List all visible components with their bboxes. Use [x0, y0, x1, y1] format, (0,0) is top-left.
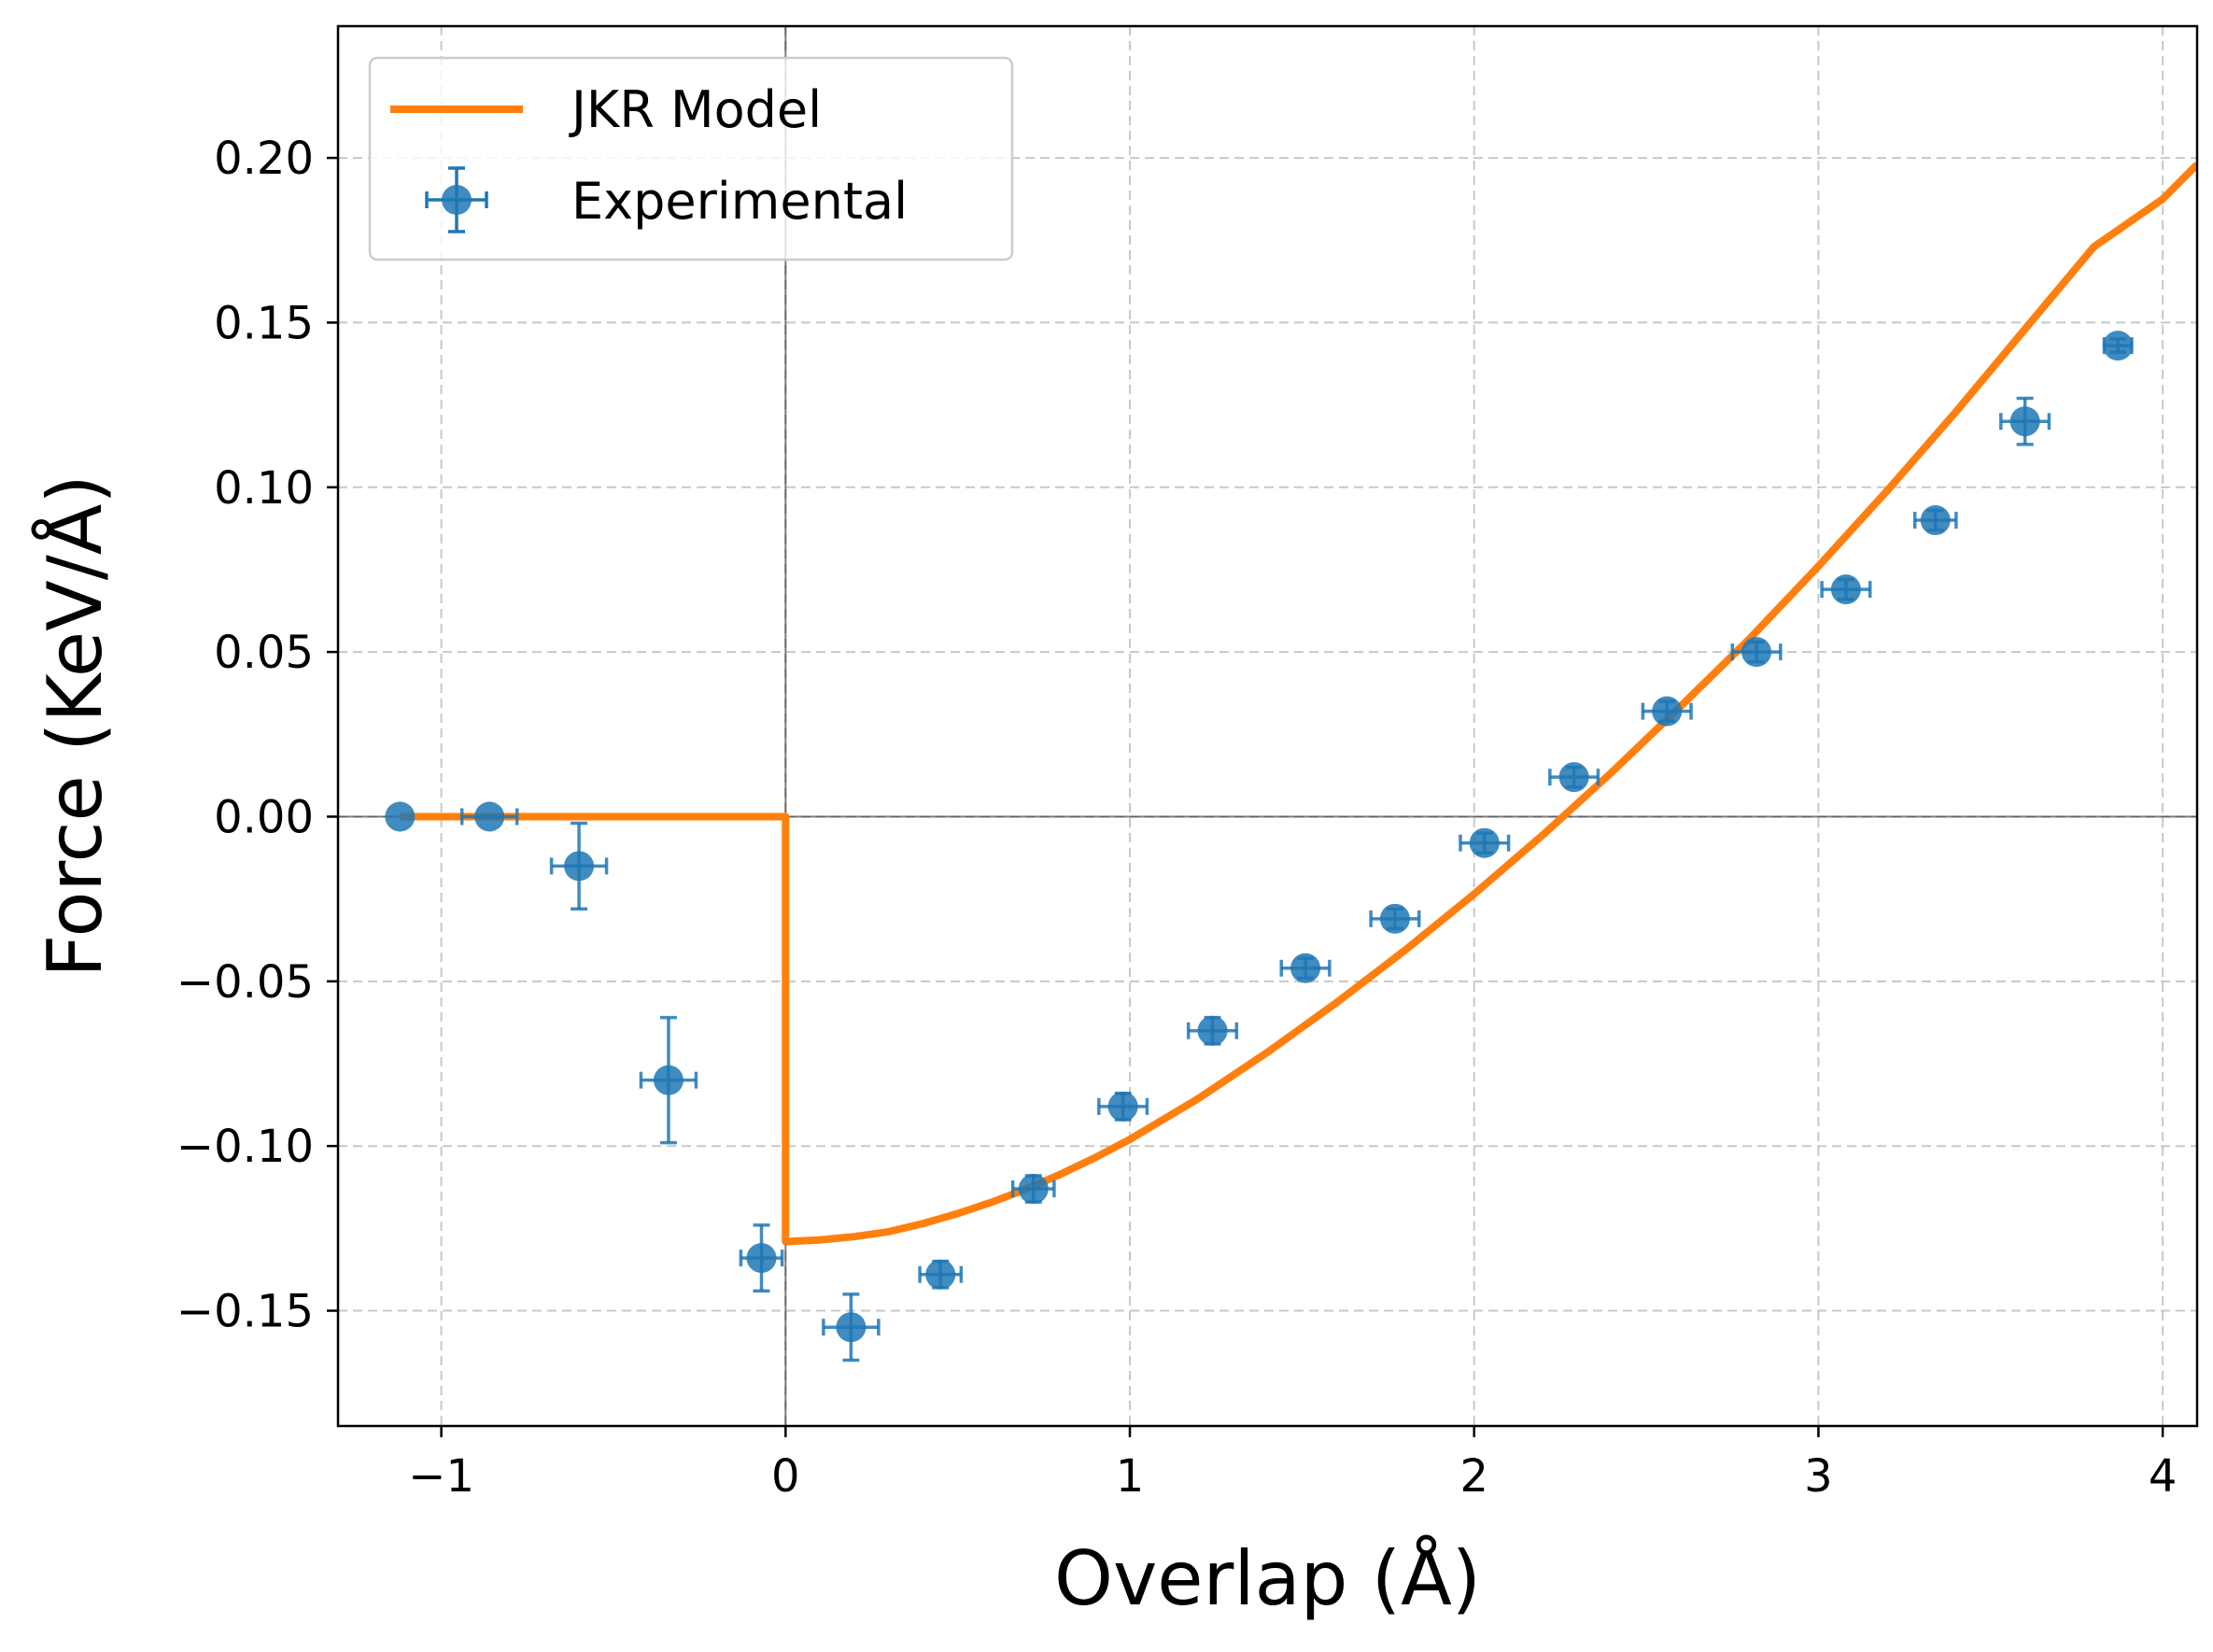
experimental-point [1186, 1015, 1239, 1046]
x-tick-label: −1 [408, 1450, 474, 1503]
x-axis: −1 0 1 2 3 4 [408, 1426, 2177, 1503]
experimental-point [1010, 1174, 1056, 1205]
legend-box [368, 56, 1014, 261]
jkr-model-series [400, 162, 2197, 1246]
legend: JKR Model Experimental [368, 56, 1014, 261]
experimental-series [385, 331, 2134, 1363]
data-point-marker [1741, 637, 1772, 668]
data-point-marker [1290, 953, 1321, 983]
y-tick-label: 0.00 [214, 791, 314, 843]
data-point-marker [836, 1312, 867, 1343]
y-tick-label: −0.10 [176, 1121, 314, 1173]
data-point-marker [564, 851, 595, 882]
x-tick-label: 0 [771, 1450, 800, 1503]
legend-point-marker [442, 185, 472, 215]
experimental-point [1369, 903, 1421, 934]
data-point-marker [1379, 903, 1410, 934]
experimental-point [385, 801, 416, 832]
y-axis-title: Force (KeV/Å) [31, 474, 119, 977]
experimental-point [2102, 331, 2134, 361]
experimental-point [459, 801, 519, 832]
data-point-marker [746, 1243, 777, 1274]
experimental-point [1548, 762, 1600, 793]
legend-swatch-experimental [425, 166, 488, 233]
plot-frame [336, 24, 2199, 1428]
data-point-marker [474, 801, 505, 832]
data-point-marker [2009, 406, 2040, 437]
experimental-point [1641, 696, 1693, 727]
y-tick-label: 0.20 [214, 133, 314, 185]
x-tick-label: 1 [1116, 1450, 1145, 1503]
y-axis: 0.20 0.15 0.10 0.05 0.00 −0.05 −0.10 −0.15 [176, 133, 338, 1338]
experimental-point [822, 1292, 881, 1363]
data-point-marker [1197, 1015, 1228, 1046]
data-point-marker [1652, 696, 1683, 727]
experimental-point [1820, 574, 1872, 605]
data-point-marker [1830, 574, 1861, 605]
data-point-marker [1920, 505, 1951, 536]
data-point-marker [925, 1259, 956, 1290]
experimental-point [1459, 827, 1511, 858]
y-tick-label: 0.15 [214, 297, 314, 349]
x-tick-label: 4 [2149, 1450, 2178, 1503]
x-tick-label: 2 [1459, 1450, 1488, 1503]
legend-label-experimental: Experimental [571, 172, 908, 231]
data-point-marker [1107, 1091, 1138, 1122]
experimental-point [1279, 953, 1332, 983]
y-tick-label: 0.05 [214, 627, 314, 679]
experimental-point [1912, 505, 1958, 536]
y-tick-label: −0.15 [176, 1286, 314, 1338]
jkr-model-line [400, 162, 2197, 1246]
x-axis-title: Overlap (Å) [1054, 1534, 1481, 1622]
experimental-point [1999, 396, 2051, 446]
data-point-marker [385, 801, 416, 832]
data-point-marker [653, 1065, 684, 1095]
experimental-point [1097, 1091, 1149, 1122]
experimental-point [639, 1015, 698, 1145]
data-point-marker [1018, 1174, 1049, 1205]
experimental-point [549, 821, 609, 911]
experimental-point [918, 1259, 964, 1290]
data-point-marker [2103, 331, 2134, 361]
data-point-marker [1469, 827, 1500, 858]
y-tick-label: 0.10 [214, 462, 314, 515]
y-tick-label: −0.05 [176, 956, 314, 1009]
experimental-point [1730, 637, 1783, 668]
legend-label-jkr-model: JKR Model [569, 80, 822, 139]
experimental-point [739, 1223, 784, 1293]
x-tick-label: 3 [1804, 1450, 1833, 1503]
data-point-marker [1558, 762, 1589, 793]
